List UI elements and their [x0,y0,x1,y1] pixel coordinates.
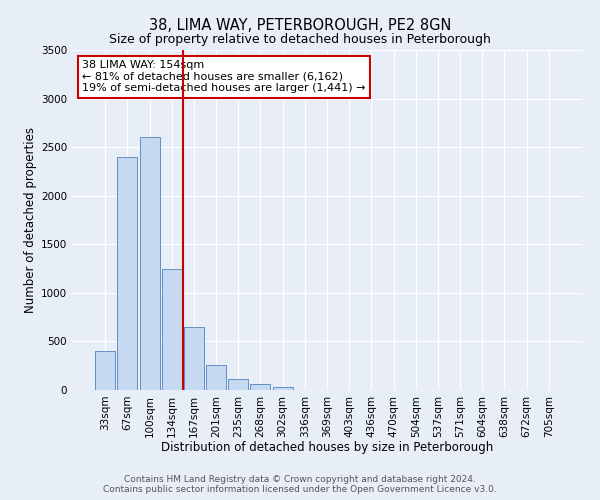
Text: 38, LIMA WAY, PETERBOROUGH, PE2 8GN: 38, LIMA WAY, PETERBOROUGH, PE2 8GN [149,18,451,32]
Text: Contains HM Land Registry data © Crown copyright and database right 2024.
Contai: Contains HM Land Registry data © Crown c… [103,474,497,494]
Text: Size of property relative to detached houses in Peterborough: Size of property relative to detached ho… [109,32,491,46]
Bar [184,327,204,390]
Bar [228,380,248,390]
Text: 38 LIMA WAY: 154sqm
← 81% of detached houses are smaller (6,162)
19% of semi-det: 38 LIMA WAY: 154sqm ← 81% of detached ho… [82,60,366,94]
Bar [118,157,137,390]
X-axis label: Distribution of detached houses by size in Peterborough: Distribution of detached houses by size … [161,441,493,454]
Bar [95,351,115,390]
Bar [162,268,182,390]
Y-axis label: Number of detached properties: Number of detached properties [24,127,37,313]
Bar [206,364,226,390]
Bar [272,387,293,390]
Bar [250,384,271,390]
Bar [140,138,160,390]
